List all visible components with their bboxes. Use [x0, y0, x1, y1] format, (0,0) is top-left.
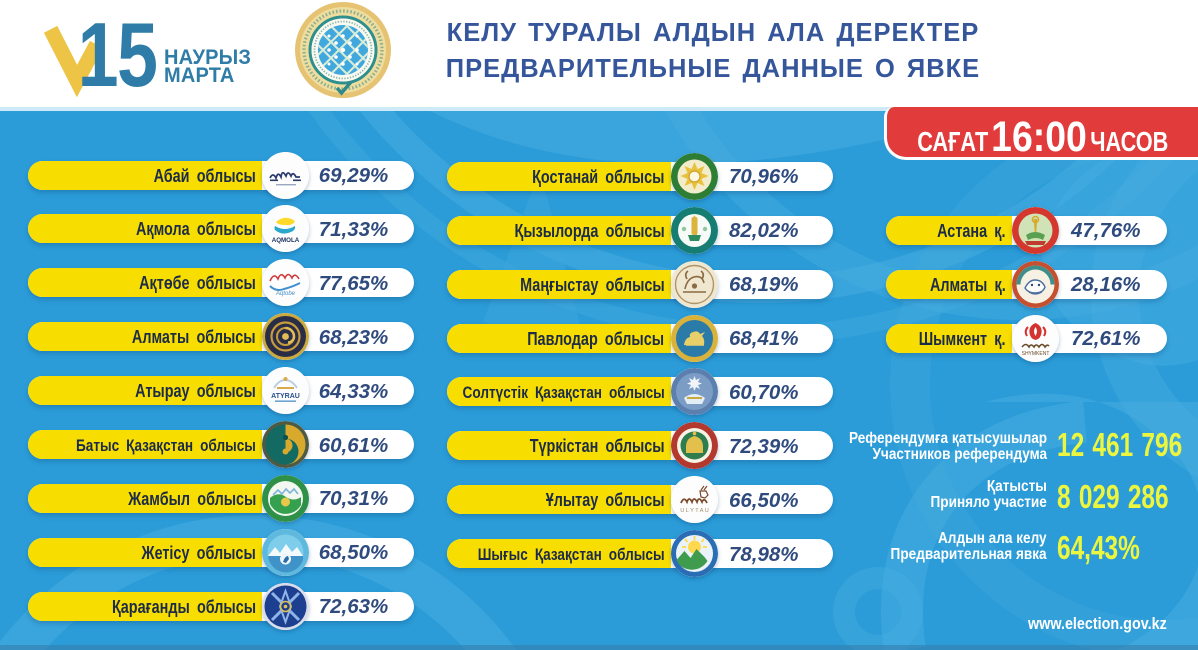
- svg-text:SHYMKENT: SHYMKENT: [1021, 351, 1049, 357]
- svg-text:AQMOLA: AQMOLA: [272, 237, 300, 244]
- svg-text:U L Y T A U: U L Y T A U: [680, 508, 709, 514]
- svg-text:Aqtobe: Aqtobe: [275, 291, 296, 297]
- svg-text:ATYRAU: ATYRAU: [271, 393, 300, 400]
